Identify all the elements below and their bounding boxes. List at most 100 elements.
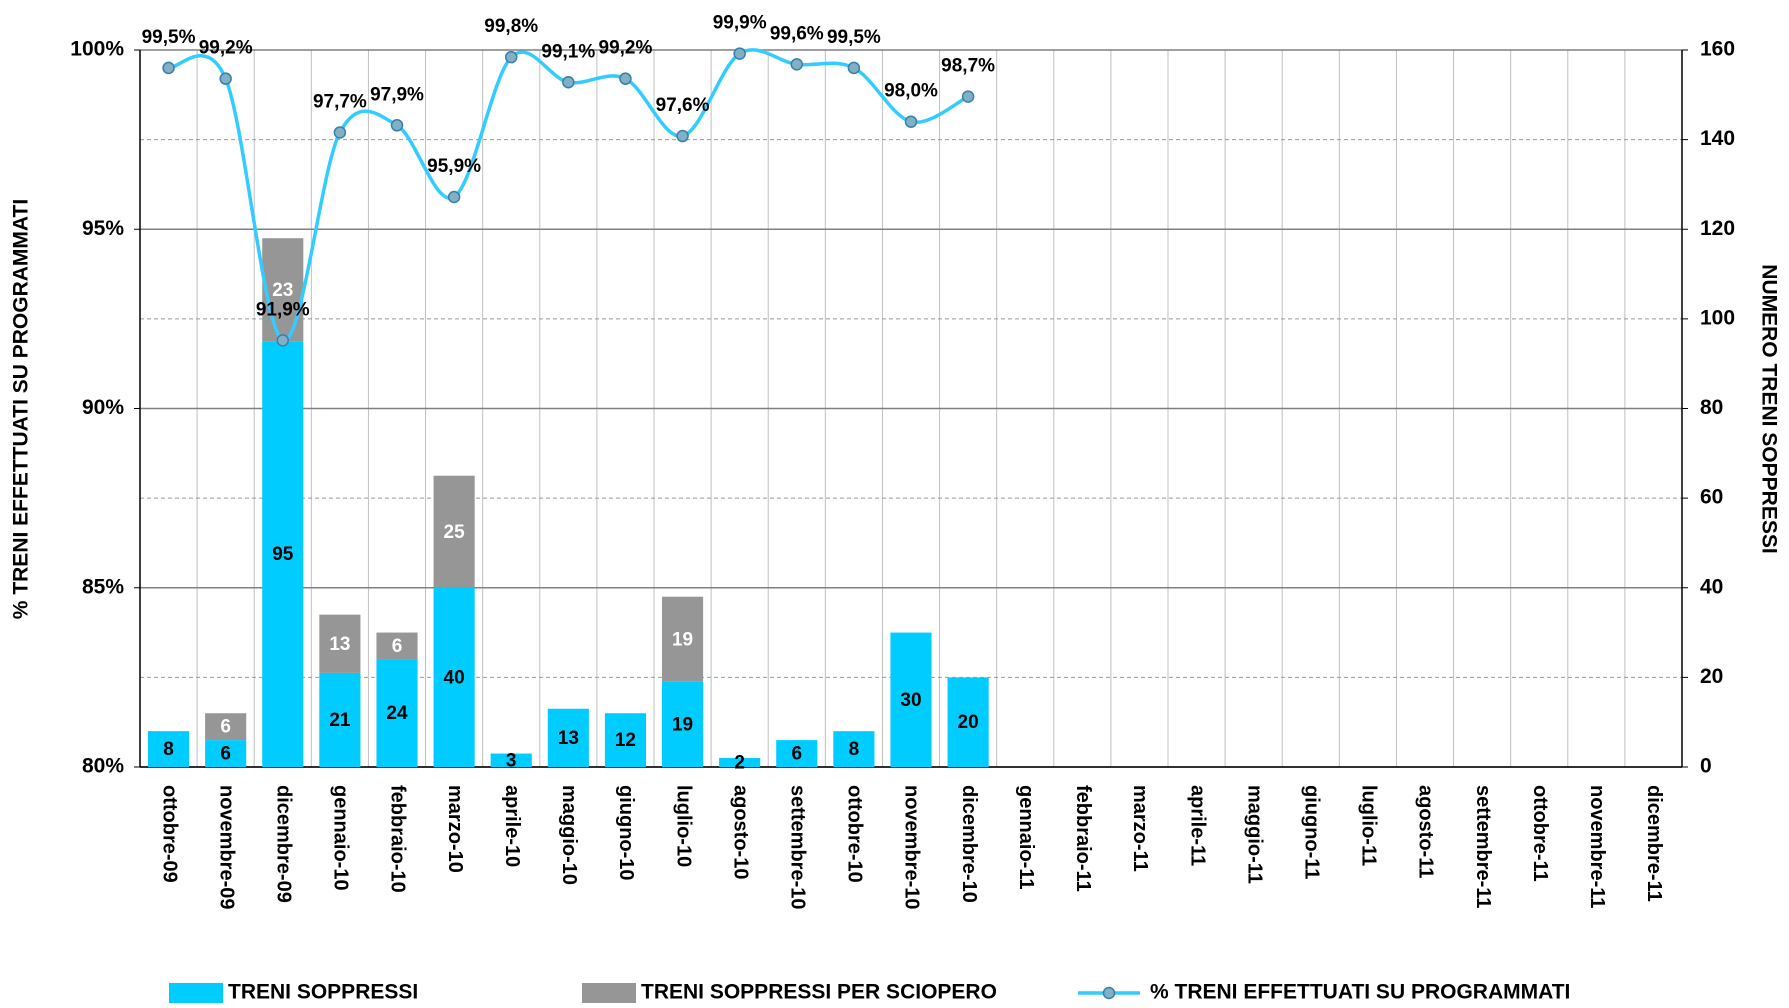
- line-marker: [447, 190, 461, 204]
- legend-label: TRENI SOPPRESSI PER SCIOPERO: [641, 981, 997, 1004]
- bar-label: 20: [958, 712, 979, 733]
- line-label: 95,9%: [427, 156, 481, 177]
- bar-label: 8: [163, 739, 174, 760]
- y2-tick-label: 20: [1700, 665, 1723, 688]
- line-marker: [333, 126, 347, 139]
- bar-label: 23: [272, 280, 293, 301]
- bar-label: 6: [791, 744, 802, 765]
- bar: [205, 713, 247, 741]
- line-label: 99,5%: [827, 27, 881, 48]
- bar: [661, 681, 704, 767]
- bar: [490, 753, 532, 767]
- x-tick-label: giugno-11: [1300, 785, 1322, 879]
- x-tick-label: dicembre-10: [958, 785, 980, 903]
- line-label: 98,7%: [941, 56, 995, 77]
- line-marker: [790, 58, 804, 71]
- bar-label: 24: [386, 703, 408, 724]
- x-tick-label: marzo-10: [444, 785, 466, 873]
- bar: [776, 740, 818, 767]
- bar-label: 19: [672, 714, 693, 735]
- bar-label: 21: [329, 710, 351, 731]
- x-tick-label: ottobre-10: [844, 785, 866, 883]
- y-axis-title: % TRENI EFFETTUATI SU PROGRAMMATI: [10, 199, 33, 619]
- x-tick-label: settembre-10: [786, 785, 808, 910]
- line-label: 99,2%: [599, 38, 653, 59]
- y-tick-label: 95%: [82, 217, 124, 240]
- bar: [947, 677, 989, 767]
- line-label: 99,2%: [199, 38, 253, 59]
- y-tick-label: 85%: [82, 575, 124, 598]
- x-tick-label: agosto-11: [1415, 785, 1437, 878]
- x-tick-label: luglio-11: [1358, 785, 1380, 866]
- bar-label: 95: [272, 544, 294, 565]
- legend-swatch: [169, 983, 223, 1003]
- bar: [262, 341, 304, 767]
- bar-label: 6: [392, 636, 403, 657]
- x-tick-label: gennaio-10: [330, 785, 352, 891]
- x-tick-label: novembre-09: [215, 785, 237, 910]
- y-tick-label: 90%: [82, 396, 124, 419]
- bar-label: 3: [506, 750, 517, 771]
- y2-tick-label: 160: [1700, 38, 1735, 61]
- line-label: 91,9%: [256, 299, 310, 320]
- bar-label: 25: [444, 522, 466, 543]
- bar: [604, 713, 647, 767]
- x-tick-label: agosto-10: [729, 785, 751, 879]
- line-label: 99,8%: [484, 16, 538, 37]
- bar: [890, 632, 932, 767]
- x-tick-label: dicembre-11: [1643, 785, 1665, 902]
- bar: [376, 632, 418, 660]
- x-tick-label: dicembre-09: [272, 785, 294, 903]
- y2-tick-label: 80: [1700, 396, 1723, 419]
- bar-label: 13: [329, 634, 350, 655]
- line-marker: [961, 90, 975, 103]
- y2-tick-label: 120: [1700, 217, 1735, 240]
- line-marker: [562, 76, 575, 89]
- bar-label: 2: [734, 753, 745, 774]
- bar: [547, 708, 589, 767]
- bar: [319, 672, 361, 767]
- x-tick-label: ottobre-11: [1529, 785, 1551, 882]
- bar-label: 40: [444, 667, 465, 688]
- bar: [719, 758, 761, 767]
- line-label: 97,7%: [313, 91, 367, 112]
- bar: [376, 659, 418, 767]
- line-label: 98,0%: [884, 81, 938, 102]
- x-tick-label: novembre-10: [901, 785, 923, 910]
- y2-tick-label: 40: [1700, 575, 1723, 598]
- bar: [833, 731, 875, 767]
- x-tick-label: maggio-10: [558, 785, 580, 885]
- bar: [147, 731, 190, 767]
- line-marker: [504, 50, 518, 64]
- x-tick-label: ottobre-09: [158, 785, 180, 883]
- line-label: 99,9%: [713, 13, 767, 34]
- legend-swatch: [582, 983, 636, 1003]
- line-marker: [904, 115, 918, 128]
- legend-label: TRENI SOPPRESSI: [228, 981, 418, 1004]
- bar: [205, 740, 247, 767]
- bar-label: 6: [220, 744, 231, 765]
- legend-marker: [1102, 986, 1116, 1000]
- y2-tick-label: 140: [1700, 127, 1735, 150]
- y2-tick-label: 0: [1700, 755, 1712, 778]
- x-tick-label: settembre-11: [1472, 785, 1494, 908]
- line-marker: [162, 61, 175, 75]
- y2-axis-title: NUMERO TRENI SOPPRESSI: [1757, 264, 1780, 553]
- x-tick-label: febbraio-11: [1072, 785, 1094, 892]
- line-marker: [676, 129, 689, 143]
- x-tick-label: luglio-10: [672, 785, 694, 867]
- x-tick-label: novembre-11: [1586, 785, 1608, 908]
- bar-label: 6: [220, 717, 231, 738]
- x-tick-label: gennaio-11: [1015, 785, 1037, 889]
- line-marker: [733, 47, 746, 60]
- line-label: 97,6%: [656, 95, 710, 116]
- y-tick-label: 80%: [82, 755, 124, 778]
- bar: [433, 475, 475, 588]
- line-label: 99,5%: [142, 27, 196, 48]
- line-marker: [276, 334, 290, 347]
- line-marker: [219, 72, 232, 85]
- x-tick-label: maggio-11: [1243, 785, 1265, 884]
- x-tick-label: aprile-11: [1186, 785, 1208, 866]
- x-tick-label: marzo-11: [1129, 785, 1151, 872]
